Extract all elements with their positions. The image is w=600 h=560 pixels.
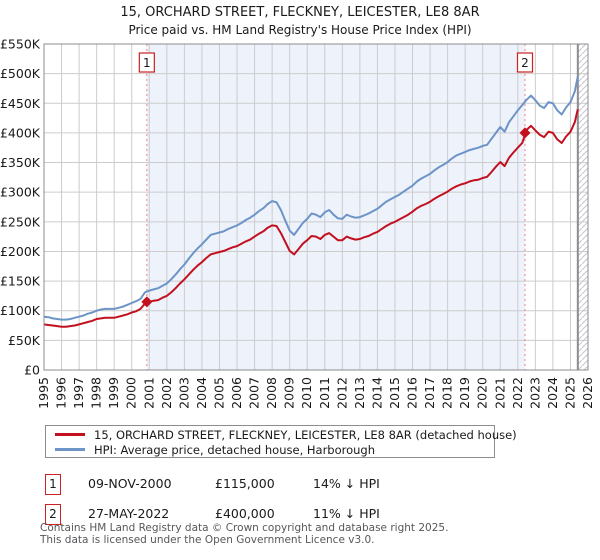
y-axis-tick-label: £500K: [0, 66, 41, 81]
x-axis-tick-label: 2020: [475, 377, 490, 409]
x-axis-tick-label: 2002: [159, 377, 174, 409]
x-axis-tick-label: 2026: [580, 377, 595, 409]
legend-box: 15, ORCHARD STREET, FLECKNEY, LEICESTER,…: [45, 425, 517, 458]
plot-border: [43, 43, 589, 371]
page-subtitle: Price paid vs. HM Land Registry's House …: [128, 23, 472, 37]
y-axis-tick-label: £250K: [0, 214, 41, 229]
sale-marker-box-2: [516, 52, 534, 73]
sale-marker-box-label: 1: [143, 56, 151, 70]
sale-1-date: 09-NOV-2000: [88, 476, 172, 491]
between-sales-shading: [146, 44, 526, 370]
x-axis-tick-label: 2016: [405, 377, 420, 409]
price-chart: 1 2 £0 £50K £100K £150K £200K £250K £300K £350K £4…: [0, 37, 595, 409]
x-axis-tick-label: 2004: [194, 377, 209, 409]
blue-line-swatch: [55, 448, 85, 451]
x-axis-tick-label: 2010: [299, 377, 314, 409]
y-axis-tick-label: £450K: [0, 96, 41, 111]
y-axis-tick-label: £150K: [0, 274, 41, 289]
x-axis-tick-label: 2008: [264, 377, 279, 409]
x-axis-tick-label: 2017: [422, 377, 437, 409]
x-axis-tick-label: 2011: [317, 377, 332, 409]
y-axis-tick-label: £550K: [0, 37, 41, 52]
y-axis-tick-label: £50K: [8, 333, 41, 348]
x-axis-tick-label: 2014: [369, 377, 384, 409]
x-axis-tick-label: 1996: [54, 377, 69, 409]
x-axis-tick-label: 2024: [545, 377, 560, 409]
sale-marker-box-1: [138, 52, 155, 73]
x-axis-tick-label: 1999: [106, 377, 121, 409]
x-axis-tick-label: 1998: [89, 377, 104, 409]
legend-item-hpi: HPI: Average price, detached house, Harb…: [46, 443, 494, 458]
sale-1-vs-hpi: 14% ↓ HPI: [313, 476, 380, 491]
sale-2-vs-hpi: 11% ↓ HPI: [313, 506, 380, 521]
copyright-line-2: This data is licensed under the Open Gov…: [40, 533, 375, 546]
page-title: 15, ORCHARD STREET, FLECKNEY, LEICESTER,…: [120, 5, 480, 20]
price-paid-line: [43, 108, 579, 328]
red-line-swatch: [55, 433, 85, 436]
x-axis-tick-label: 2009: [282, 377, 297, 409]
x-axis-tick-label: 2013: [352, 377, 367, 409]
sale-marker-diamond: [519, 127, 531, 139]
y-axis-tick-label: £200K: [0, 244, 41, 259]
hpi-line: [43, 76, 579, 321]
sale-annotation-row-2: 2 27-MAY-2022 £400,000 11% ↓ HPI: [0, 504, 600, 525]
x-axis-tick-label: 2005: [211, 377, 226, 409]
y-axis-tick-label: £0: [24, 363, 40, 378]
x-axis-tick-label: 2001: [141, 377, 156, 409]
x-axis-tick-label: 1997: [71, 377, 86, 409]
x-axis-tick-label: 2000: [124, 377, 139, 409]
legend-item-hpi-label: HPI: Average price, detached house, Harb…: [94, 443, 376, 457]
x-axis-tick-label: 2003: [176, 377, 191, 409]
y-axis-tick-label: £300K: [0, 185, 41, 200]
future-hatched-region: [577, 44, 588, 370]
copyright-line-1: Contains HM Land Registry data © Crown c…: [40, 522, 449, 534]
y-axis-tick-label: £350K: [0, 155, 41, 170]
sale-1-price: £115,000: [215, 476, 275, 491]
sale-2-price: £400,000: [215, 506, 275, 521]
x-axis-tick-label: 2021: [492, 377, 507, 409]
legend-item-property: 15, ORCHARD STREET, FLECKNEY, LEICESTER,…: [46, 428, 517, 443]
sale-marker-1-box: 1: [45, 474, 61, 495]
y-axis-tick-label: £400K: [0, 125, 41, 140]
sale-annotation-row-1: 1 09-NOV-2000 £115,000 14% ↓ HPI: [0, 474, 600, 495]
x-axis-tick-label: 2006: [229, 377, 244, 409]
x-axis-tick-label: 2018: [440, 377, 455, 409]
copyright-footer: Contains HM Land Registry data © Crown c…: [40, 522, 449, 546]
sale-marker-box-label: 2: [521, 56, 529, 70]
x-axis-tick-label: 1995: [36, 377, 51, 409]
x-axis-tick-label: 2019: [457, 377, 472, 409]
y-axis-tick-label: £100K: [0, 303, 41, 318]
x-axis-tick-label: 2022: [510, 377, 525, 409]
x-axis-tick-label: 2015: [387, 377, 402, 409]
x-axis-tick-label: 2023: [527, 377, 542, 409]
x-axis-tick-label: 2025: [562, 377, 577, 409]
sale-marker-diamond: [141, 296, 153, 308]
x-axis-tick-label: 2012: [334, 377, 349, 409]
sale-marker-2-box: 2: [45, 504, 61, 525]
sale-2-date: 27-MAY-2022: [88, 506, 170, 521]
x-axis-tick-label: 2007: [247, 377, 262, 409]
legend-item-property-label: 15, ORCHARD STREET, FLECKNEY, LEICESTER,…: [94, 428, 517, 442]
